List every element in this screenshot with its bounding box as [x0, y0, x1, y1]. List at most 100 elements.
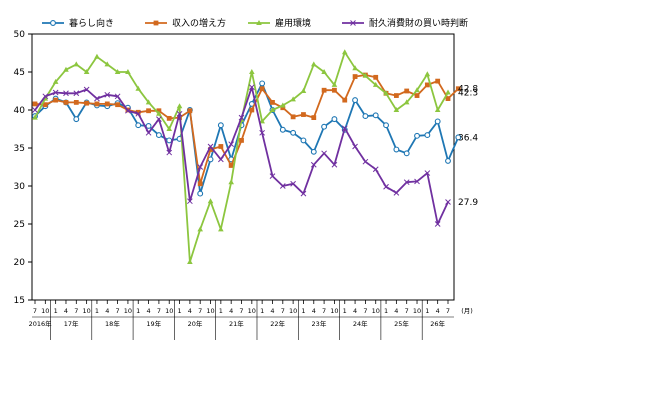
data-point — [239, 138, 244, 143]
data-point — [445, 157, 451, 164]
data-point — [197, 164, 204, 170]
data-point — [290, 180, 296, 187]
data-point — [383, 122, 389, 129]
data-point — [352, 143, 358, 150]
data-point — [228, 163, 234, 168]
data-point — [321, 87, 327, 93]
x-tick-label: 1 — [54, 307, 58, 315]
data-point — [434, 221, 441, 227]
x-tick-label: 4 — [436, 307, 440, 315]
series-end-label: 42.8 — [458, 85, 478, 95]
data-point — [372, 81, 379, 87]
data-point — [83, 86, 90, 93]
data-point — [73, 61, 80, 67]
data-point — [372, 112, 379, 119]
data-point — [94, 101, 100, 107]
y-tick-label: 20 — [14, 258, 26, 268]
data-point — [259, 118, 265, 124]
data-point — [32, 114, 38, 120]
x-tick-label: 7 — [74, 307, 78, 315]
data-point — [207, 143, 214, 150]
data-point — [269, 173, 276, 179]
data-point — [104, 91, 111, 98]
y-tick-label: 50 — [14, 30, 26, 40]
legend-label: 収入の増え方 — [172, 17, 226, 29]
y-tick-label: 30 — [14, 182, 26, 192]
data-point — [290, 129, 297, 136]
data-point — [115, 102, 120, 108]
x-tick-label: 4 — [229, 307, 233, 315]
series-end-label: 36.4 — [458, 133, 478, 143]
data-point — [332, 87, 337, 93]
data-point — [217, 156, 224, 163]
data-point — [155, 132, 162, 139]
x-tick-label: 1 — [136, 307, 140, 315]
x-tick-label: 10 — [413, 307, 421, 315]
legend-item: 耐久消費財の買い時判断 — [342, 17, 468, 29]
data-point — [135, 122, 142, 129]
data-point — [331, 81, 338, 87]
data-point — [259, 86, 265, 92]
data-point — [424, 71, 431, 77]
data-point — [135, 109, 141, 115]
x-tick-label: 7 — [281, 307, 285, 315]
data-point — [414, 132, 420, 139]
data-point — [187, 108, 193, 114]
data-point — [166, 149, 173, 156]
x-tick-label: 10 — [372, 307, 380, 315]
data-point — [311, 115, 317, 120]
data-point — [125, 69, 131, 74]
x-tick-label: 4 — [105, 307, 109, 315]
data-point — [248, 84, 255, 91]
x-tick-label: 10 — [165, 307, 173, 315]
year-label: 26年 — [430, 319, 445, 328]
x-tick-label: 10 — [248, 307, 256, 315]
data-point — [83, 69, 90, 74]
data-point — [94, 53, 100, 59]
data-point — [300, 190, 307, 197]
data-point — [435, 78, 441, 84]
x-tick-label: 4 — [394, 307, 398, 315]
data-point — [341, 125, 348, 132]
data-point — [104, 101, 110, 107]
data-point — [166, 126, 173, 131]
series-line — [34, 74, 459, 185]
year-label: 19年 — [146, 319, 161, 328]
data-point — [279, 126, 286, 133]
data-point — [350, 20, 356, 26]
legend-item: 雇用環境 — [248, 17, 311, 29]
data-point — [445, 89, 451, 95]
data-point — [176, 103, 183, 109]
data-point — [125, 107, 131, 114]
x-tick-label: 1 — [384, 307, 388, 315]
data-point — [228, 141, 235, 148]
data-point — [197, 181, 203, 187]
data-point — [32, 107, 38, 113]
x-tick-label: 10 — [124, 307, 132, 315]
data-point — [445, 96, 451, 101]
x-tick-label: 10 — [206, 307, 214, 315]
data-point — [321, 150, 327, 157]
data-point — [434, 107, 441, 112]
data-point — [145, 123, 152, 129]
data-point — [321, 69, 327, 74]
x-tick-label: 10 — [41, 307, 49, 315]
data-point — [63, 100, 69, 105]
data-point — [352, 65, 358, 71]
data-point — [300, 88, 307, 93]
data-point — [32, 101, 38, 107]
x-tick-label: 4 — [188, 307, 192, 315]
data-point — [176, 110, 183, 117]
data-point — [445, 199, 451, 205]
legend-label: 雇用環境 — [275, 17, 311, 29]
x-tick-label: 7 — [405, 307, 409, 315]
x-tick-label: 7 — [363, 307, 367, 315]
data-point — [414, 178, 420, 185]
data-point — [383, 90, 389, 96]
series-end-label: 42.3 — [458, 89, 478, 99]
data-point — [238, 114, 245, 121]
data-point — [114, 69, 121, 74]
data-point — [280, 105, 286, 111]
x-tick-label: 7 — [446, 307, 450, 315]
data-point — [290, 96, 296, 102]
